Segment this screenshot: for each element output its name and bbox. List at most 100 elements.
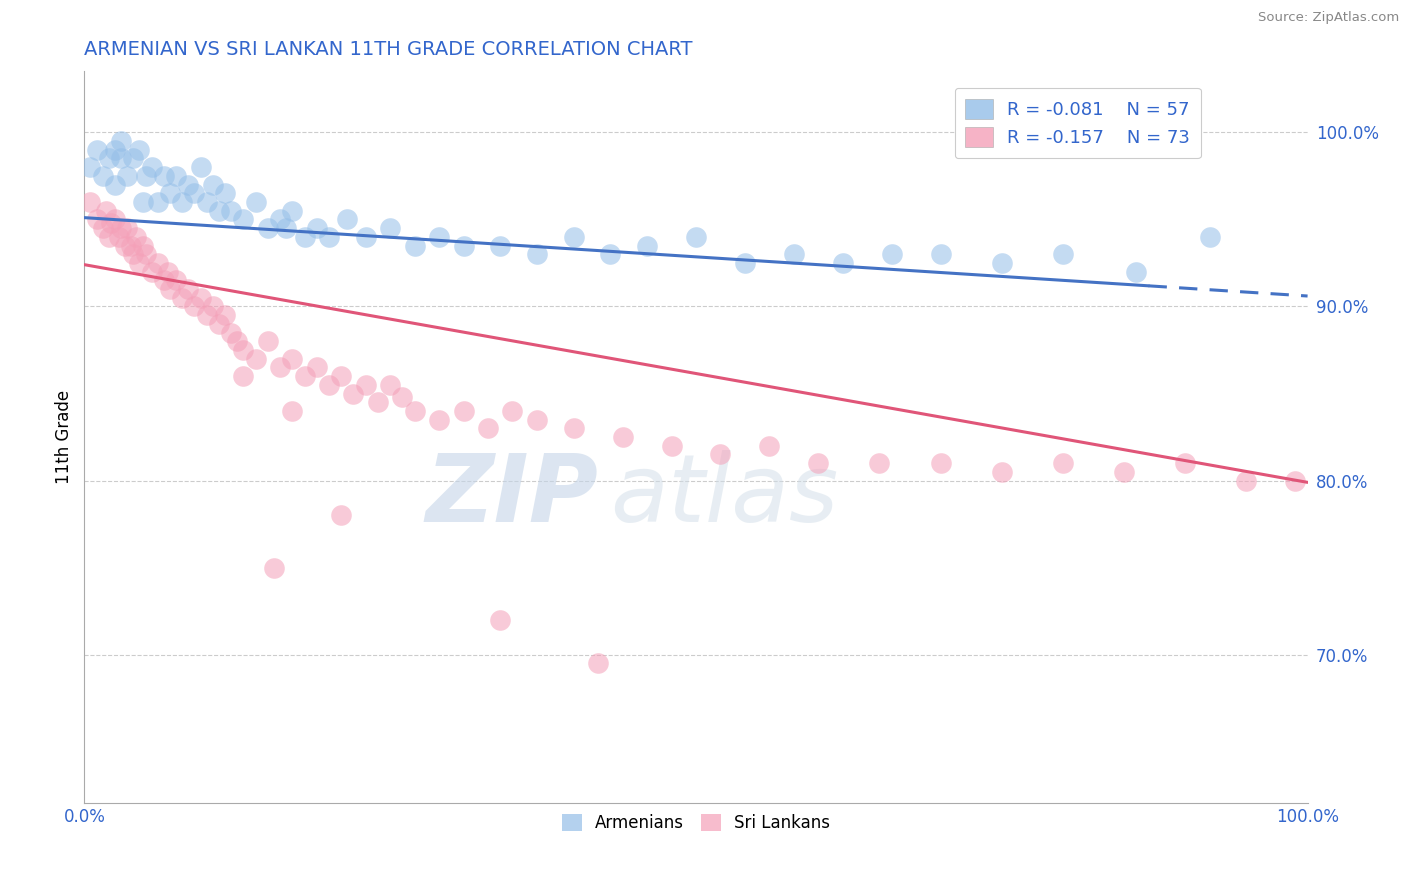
Point [110, 134, 132, 148]
Point [257, 334, 280, 349]
Point [104, 178, 127, 192]
Point [263, 560, 285, 574]
Legend: Armenians, Sri Lankans: Armenians, Sri Lankans [555, 807, 837, 838]
Point [96, 203, 118, 218]
Point [869, 456, 891, 470]
Point [245, 194, 267, 209]
Point [115, 221, 138, 235]
Point [104, 212, 127, 227]
Point [153, 169, 176, 183]
Point [783, 247, 806, 261]
Point [294, 229, 316, 244]
Point [685, 229, 707, 244]
Point [156, 265, 179, 279]
Point [257, 221, 280, 235]
Point [128, 143, 150, 157]
Point [97, 152, 120, 166]
Point [612, 430, 634, 444]
Point [734, 256, 756, 270]
Point [245, 351, 267, 366]
Point [991, 256, 1014, 270]
Point [380, 377, 402, 392]
Point [114, 238, 136, 252]
Point [104, 143, 127, 157]
Point [281, 203, 304, 218]
Point [1114, 465, 1136, 479]
Point [1052, 456, 1074, 470]
Point [195, 308, 218, 322]
Point [1198, 229, 1220, 244]
Point [477, 421, 499, 435]
Point [107, 229, 129, 244]
Point [489, 238, 512, 252]
Point [1052, 247, 1074, 261]
Point [146, 194, 169, 209]
Point [880, 247, 903, 261]
Point [1174, 456, 1197, 470]
Point [201, 178, 224, 192]
Point [115, 169, 138, 183]
Point [177, 178, 200, 192]
Point [586, 657, 609, 671]
Point [1125, 265, 1147, 279]
Point [135, 247, 157, 261]
Point [190, 160, 212, 174]
Point [758, 439, 780, 453]
Point [929, 456, 952, 470]
Text: ZIP: ZIP [425, 450, 598, 541]
Point [120, 238, 142, 252]
Point [159, 186, 181, 201]
Point [190, 291, 212, 305]
Point [201, 300, 224, 314]
Point [636, 238, 658, 252]
Point [330, 369, 353, 384]
Point [153, 273, 176, 287]
Point [336, 212, 359, 227]
Point [141, 160, 163, 174]
Point [1236, 474, 1258, 488]
Point [281, 404, 304, 418]
Point [208, 203, 231, 218]
Point [100, 216, 122, 230]
Point [91, 169, 114, 183]
Point [354, 377, 377, 392]
Text: ARMENIAN VS SRI LANKAN 11TH GRADE CORRELATION CHART: ARMENIAN VS SRI LANKAN 11TH GRADE CORREL… [84, 39, 693, 59]
Point [380, 221, 402, 235]
Point [489, 613, 512, 627]
Point [79, 160, 101, 174]
Point [122, 247, 145, 261]
Point [807, 456, 830, 470]
Point [1284, 474, 1306, 488]
Point [232, 369, 254, 384]
Point [427, 229, 450, 244]
Point [172, 194, 194, 209]
Point [294, 369, 316, 384]
Point [141, 265, 163, 279]
Point [128, 256, 150, 270]
Point [526, 412, 548, 426]
Point [219, 203, 242, 218]
Point [177, 282, 200, 296]
Point [562, 421, 585, 435]
Point [91, 221, 114, 235]
Point [991, 465, 1014, 479]
Point [330, 508, 353, 523]
Point [502, 404, 524, 418]
Point [281, 351, 304, 366]
Point [132, 238, 155, 252]
Point [208, 317, 231, 331]
Text: Source: ZipAtlas.com: Source: ZipAtlas.com [1258, 11, 1399, 24]
Y-axis label: 11th Grade: 11th Grade [55, 390, 73, 484]
Point [97, 229, 120, 244]
Text: atlas: atlas [610, 450, 838, 541]
Point [165, 169, 187, 183]
Point [342, 386, 364, 401]
Point [110, 221, 132, 235]
Point [305, 360, 328, 375]
Point [599, 247, 621, 261]
Point [453, 404, 475, 418]
Point [195, 194, 218, 209]
Point [165, 273, 187, 287]
Point [404, 404, 426, 418]
Point [79, 194, 101, 209]
